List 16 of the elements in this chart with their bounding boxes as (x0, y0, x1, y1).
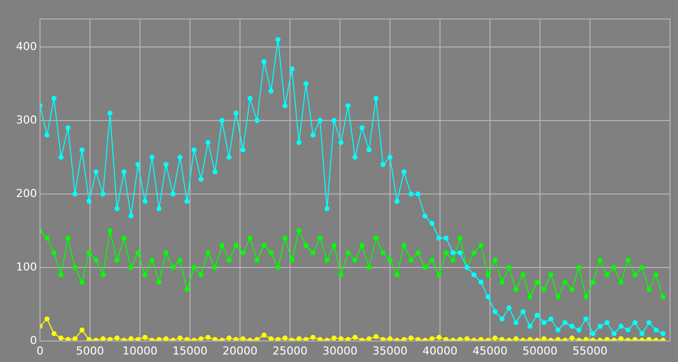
x-tick-label: 55000 (572, 344, 608, 358)
x-tick-label: 40000 (422, 344, 458, 358)
x-tick-label: 15000 (172, 344, 208, 358)
x-tick-label: 30000 (322, 344, 358, 358)
x-tick-label: 45000 (472, 344, 508, 358)
y-tick-label: 400 (16, 40, 37, 53)
x-tick-label: 25000 (272, 344, 308, 358)
y-tick-label: 0 (30, 334, 37, 347)
x-tick-label: 5000 (76, 344, 104, 358)
x-tick-label: 50000 (522, 344, 558, 358)
x-tick-label: 35000 (372, 344, 408, 358)
y-tick-label: 200 (16, 186, 37, 200)
y-tick-label: 300 (16, 113, 37, 126)
y-tick-label: 100 (16, 260, 37, 274)
x-tick-label: 10000 (122, 344, 158, 358)
x-tick-label: 20000 (222, 344, 258, 358)
